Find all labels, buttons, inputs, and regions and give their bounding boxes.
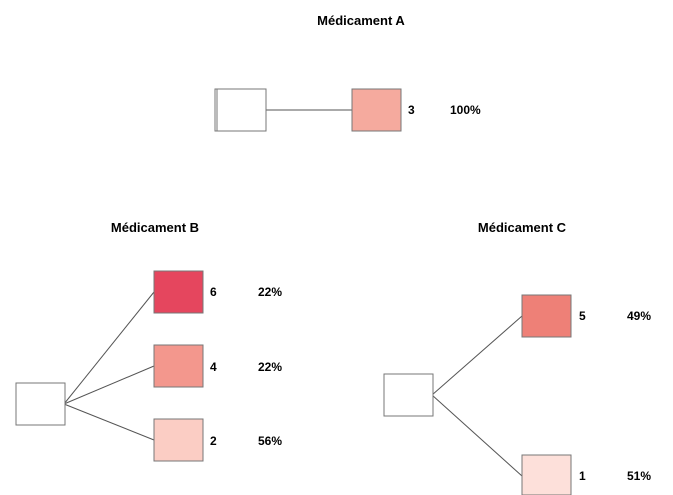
- root-node: [15, 382, 66, 426]
- root-node: [216, 88, 267, 132]
- branch-percent: 49%: [627, 309, 651, 323]
- branch-percent: 22%: [258, 360, 282, 374]
- branch-node: [153, 344, 204, 388]
- root-node: [383, 373, 434, 417]
- tree-title: Médicament B: [111, 220, 199, 235]
- branch-label: 2: [210, 434, 217, 448]
- branch-percent: 100%: [450, 103, 481, 117]
- tree-title: Médicament A: [317, 13, 405, 28]
- branch-node: [521, 454, 572, 495]
- branch-connector: [63, 291, 155, 405]
- branch-node: [153, 270, 204, 314]
- branch-percent: 22%: [258, 285, 282, 299]
- tree-medicament-c: Médicament C 5 49% 1 51%: [383, 220, 651, 495]
- branch-label: 6: [210, 285, 217, 299]
- branch-label: 5: [579, 309, 586, 323]
- branch-label: 1: [579, 469, 586, 483]
- branch-label: 4: [210, 360, 217, 374]
- tree-title: Médicament C: [478, 220, 567, 235]
- branch-percent: 56%: [258, 434, 282, 448]
- branch-label: 3: [408, 103, 415, 117]
- branch-connector: [63, 403, 155, 441]
- branch-connector: [431, 315, 523, 396]
- branch-node: [521, 294, 572, 338]
- branch-node: [153, 418, 204, 462]
- tree-medicament-a: Médicament A 3 100%: [214, 13, 481, 132]
- branch-connector: [63, 365, 155, 405]
- branch-percent: 51%: [627, 469, 651, 483]
- branch-connector: [431, 394, 523, 477]
- branch-node: [351, 88, 402, 132]
- tree-medicament-b: Médicament B 6 22% 4 22% 2 56%: [15, 220, 282, 462]
